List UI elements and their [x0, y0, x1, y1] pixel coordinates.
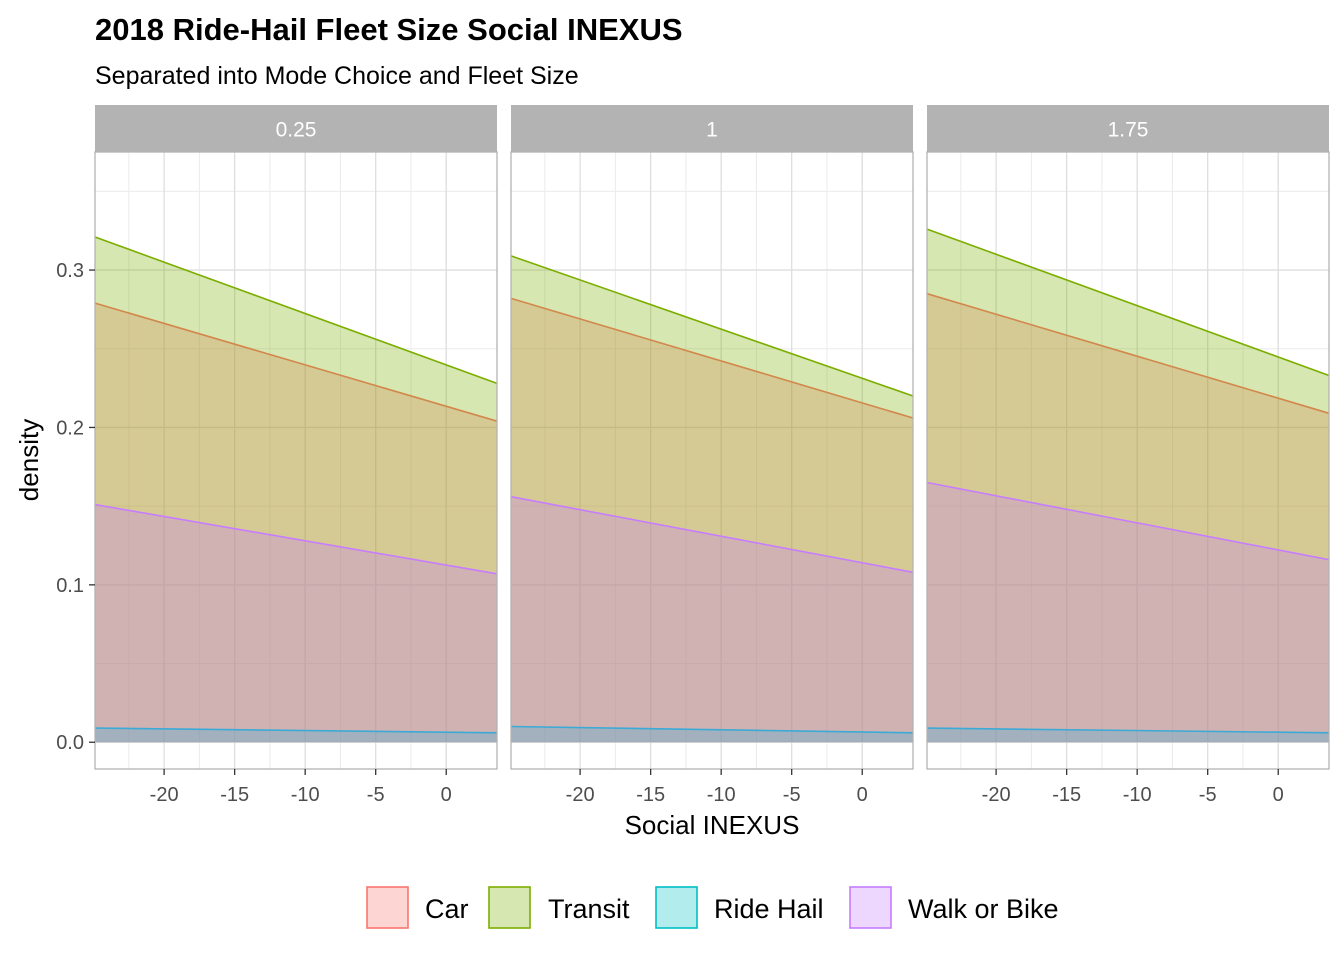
x-tick-label: 0: [441, 784, 452, 806]
density-line-ride-hail: [926, 727, 1330, 734]
density-line-transit: [926, 228, 1330, 377]
facet-panel-0-25: 0.25 -20 -15 -10 -5 0: [94, 105, 498, 806]
legend-item-transit: Transit: [488, 886, 630, 929]
x-tick-label: -5: [1199, 784, 1217, 806]
legend-item-car: Car: [366, 886, 469, 929]
facet-strip-label: 1.75: [1108, 119, 1149, 142]
y-tick-label: 0.1: [56, 575, 84, 597]
x-tick-label: -20: [150, 784, 179, 806]
facet-strip-label: 1: [706, 119, 718, 142]
density-line-transit: [94, 236, 498, 385]
density-area-car: [95, 303, 497, 743]
plot-background: [927, 152, 1329, 769]
density-area-transit: [511, 255, 913, 743]
legend: Car Transit Ride Hail Walk or Bike: [366, 886, 1059, 929]
panel-border: [926, 151, 1330, 770]
density-area-car: [511, 298, 913, 743]
legend-key-background: [655, 886, 698, 929]
legend-key-background: [488, 886, 531, 929]
x-tick-label: -5: [783, 784, 801, 806]
legend-item-ride-hail: Ride Hail: [655, 886, 824, 929]
legend-key-background: [849, 886, 892, 929]
legend-swatch: [488, 886, 531, 929]
plot-background: [95, 152, 497, 769]
density-line-walk-or-bike: [94, 503, 498, 575]
x-tick-label: -5: [367, 784, 385, 806]
density-area-car: [927, 293, 1329, 743]
density-area-transit: [927, 229, 1329, 743]
legend-label: Walk or Bike: [908, 894, 1059, 924]
density-area-walk-or-bike: [927, 482, 1329, 743]
density-line-walk-or-bike: [510, 495, 914, 574]
legend-swatch: [655, 886, 698, 929]
y-tick-label: 0.2: [56, 417, 84, 439]
density-area-transit: [95, 237, 497, 743]
x-tick-label: 0: [857, 784, 868, 806]
legend-item-walk-or-bike: Walk or Bike: [849, 886, 1059, 929]
x-tick-label: -10: [707, 784, 736, 806]
facet-strip: [511, 105, 913, 152]
density-line-car: [510, 297, 914, 419]
density-line-car: [926, 292, 1330, 415]
panel-border: [510, 151, 914, 770]
x-tick-label: -20: [982, 784, 1011, 806]
facet-strip-label: 0.25: [276, 119, 317, 142]
density-area-ride-hail: [511, 726, 913, 743]
density-area-walk-or-bike: [511, 496, 913, 743]
x-tick-label: -10: [291, 784, 320, 806]
x-tick-label: -20: [566, 784, 595, 806]
x-tick-label: 0: [1273, 784, 1284, 806]
density-line-transit: [510, 255, 914, 397]
panel-border: [94, 151, 498, 770]
density-line-ride-hail: [94, 727, 498, 734]
chart-title: 2018 Ride-Hail Fleet Size Social INEXUS: [95, 12, 683, 47]
facet-panel-1: 1 -20 -15 -10 -5 0: [510, 105, 914, 806]
x-tick-label: -15: [1052, 784, 1081, 806]
x-tick-label: -15: [220, 784, 249, 806]
facet-panel-1-75: 1.75 -20 -15 -10 -5 0: [926, 105, 1330, 806]
y-axis-title: density: [14, 419, 44, 501]
chart-subtitle: Separated into Mode Choice and Fleet Siz…: [95, 62, 579, 90]
plot-background: [511, 152, 913, 769]
y-tick-label: 0.0: [56, 732, 84, 754]
y-tick-label: 0.3: [56, 260, 84, 282]
legend-label: Ride Hail: [714, 894, 824, 924]
facet-strip: [927, 105, 1329, 152]
legend-label: Car: [425, 894, 469, 924]
y-axis: 0.0 0.1 0.2 0.3: [56, 260, 95, 754]
density-line-car: [94, 302, 498, 422]
x-tick-label: -15: [636, 784, 665, 806]
density-line-ride-hail: [510, 725, 914, 734]
legend-key-background: [366, 886, 409, 929]
facet-strip: [95, 105, 497, 152]
legend-swatch: [366, 886, 409, 929]
x-tick-label: -10: [1123, 784, 1152, 806]
x-axis-title: Social INEXUS: [625, 810, 800, 840]
facet-panels: 0.25 -20 -15 -10 -5 0 1 -20 -15 -10 -5 0 1.75 -20 -15 -…: [94, 105, 1330, 806]
legend-label: Transit: [548, 894, 630, 924]
legend-swatch: [849, 886, 892, 929]
density-line-walk-or-bike: [926, 481, 1330, 561]
density-area-walk-or-bike: [95, 504, 497, 743]
